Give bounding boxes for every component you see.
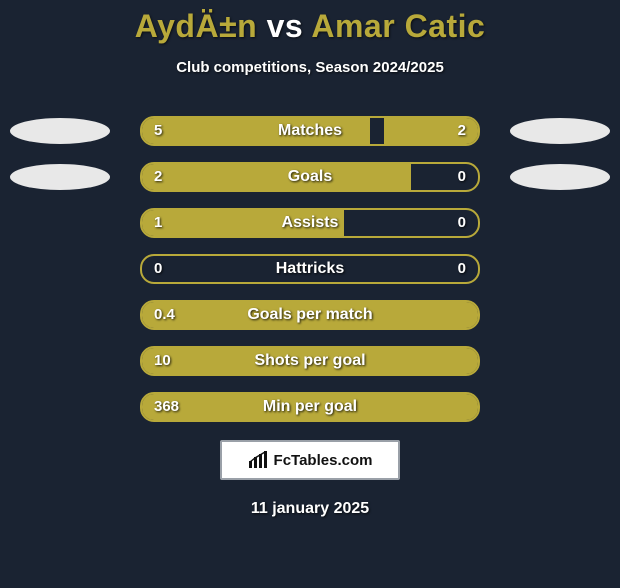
stat-row: 368Min per goal bbox=[0, 392, 620, 422]
page-title: AydÄ±n vs Amar Catic bbox=[0, 8, 620, 45]
stat-row: 20Goals bbox=[0, 162, 620, 192]
stat-bar-left bbox=[142, 302, 478, 328]
stat-row: 52Matches bbox=[0, 116, 620, 146]
player1-badge bbox=[10, 164, 110, 190]
stat-row: 10Shots per goal bbox=[0, 346, 620, 376]
stat-bar-left bbox=[142, 348, 478, 374]
stat-row: 0 0Hattricks bbox=[0, 254, 620, 284]
stat-bar-track: 368Min per goal bbox=[140, 392, 480, 422]
stat-label: Hattricks bbox=[142, 256, 478, 282]
stat-value-left: 1 bbox=[154, 210, 162, 236]
brand-badge[interactable]: FcTables.com bbox=[220, 440, 400, 480]
chart-date: 11 january 2025 bbox=[0, 500, 620, 518]
player2-badge bbox=[510, 164, 610, 190]
stat-bar-left bbox=[142, 394, 478, 420]
stat-bar-track: 20Goals bbox=[140, 162, 480, 192]
stat-bar-left bbox=[142, 164, 411, 190]
brand-text: FcTables.com bbox=[274, 452, 373, 469]
stat-value-left: 0.4 bbox=[154, 302, 175, 328]
stat-value-right: 2 bbox=[458, 118, 466, 144]
stat-value-left: 2 bbox=[154, 164, 162, 190]
stat-value-left: 368 bbox=[154, 394, 179, 420]
stat-value-right: 0 bbox=[458, 164, 466, 190]
stat-row: 0.4Goals per match bbox=[0, 300, 620, 330]
player2-name: Amar Catic bbox=[311, 8, 485, 44]
stat-value-left: 10 bbox=[154, 348, 171, 374]
stat-bar-left bbox=[142, 118, 370, 144]
player1-name: AydÄ±n bbox=[135, 8, 257, 44]
stat-value-right: 0 bbox=[458, 210, 466, 236]
stat-bar-track: 0 0Hattricks bbox=[140, 254, 480, 284]
stat-bar-track: 0.4Goals per match bbox=[140, 300, 480, 330]
stat-bar-track: 52Matches bbox=[140, 116, 480, 146]
stat-bar-track: 10Assists bbox=[140, 208, 480, 238]
stat-bar-left bbox=[142, 210, 344, 236]
title-vs: vs bbox=[267, 8, 304, 44]
stat-bar-track: 10Shots per goal bbox=[140, 346, 480, 376]
stat-row: 10Assists bbox=[0, 208, 620, 238]
stat-value-left: 0 bbox=[154, 256, 162, 282]
comparison-chart: 52Matches20Goals10Assists00Hattricks0.4G… bbox=[0, 116, 620, 422]
player1-badge bbox=[10, 118, 110, 144]
brand-chart-icon bbox=[248, 451, 268, 469]
stat-value-left: 5 bbox=[154, 118, 162, 144]
player2-badge bbox=[510, 118, 610, 144]
stat-value-right: 0 bbox=[458, 256, 466, 282]
subtitle: Club competitions, Season 2024/2025 bbox=[0, 59, 620, 76]
